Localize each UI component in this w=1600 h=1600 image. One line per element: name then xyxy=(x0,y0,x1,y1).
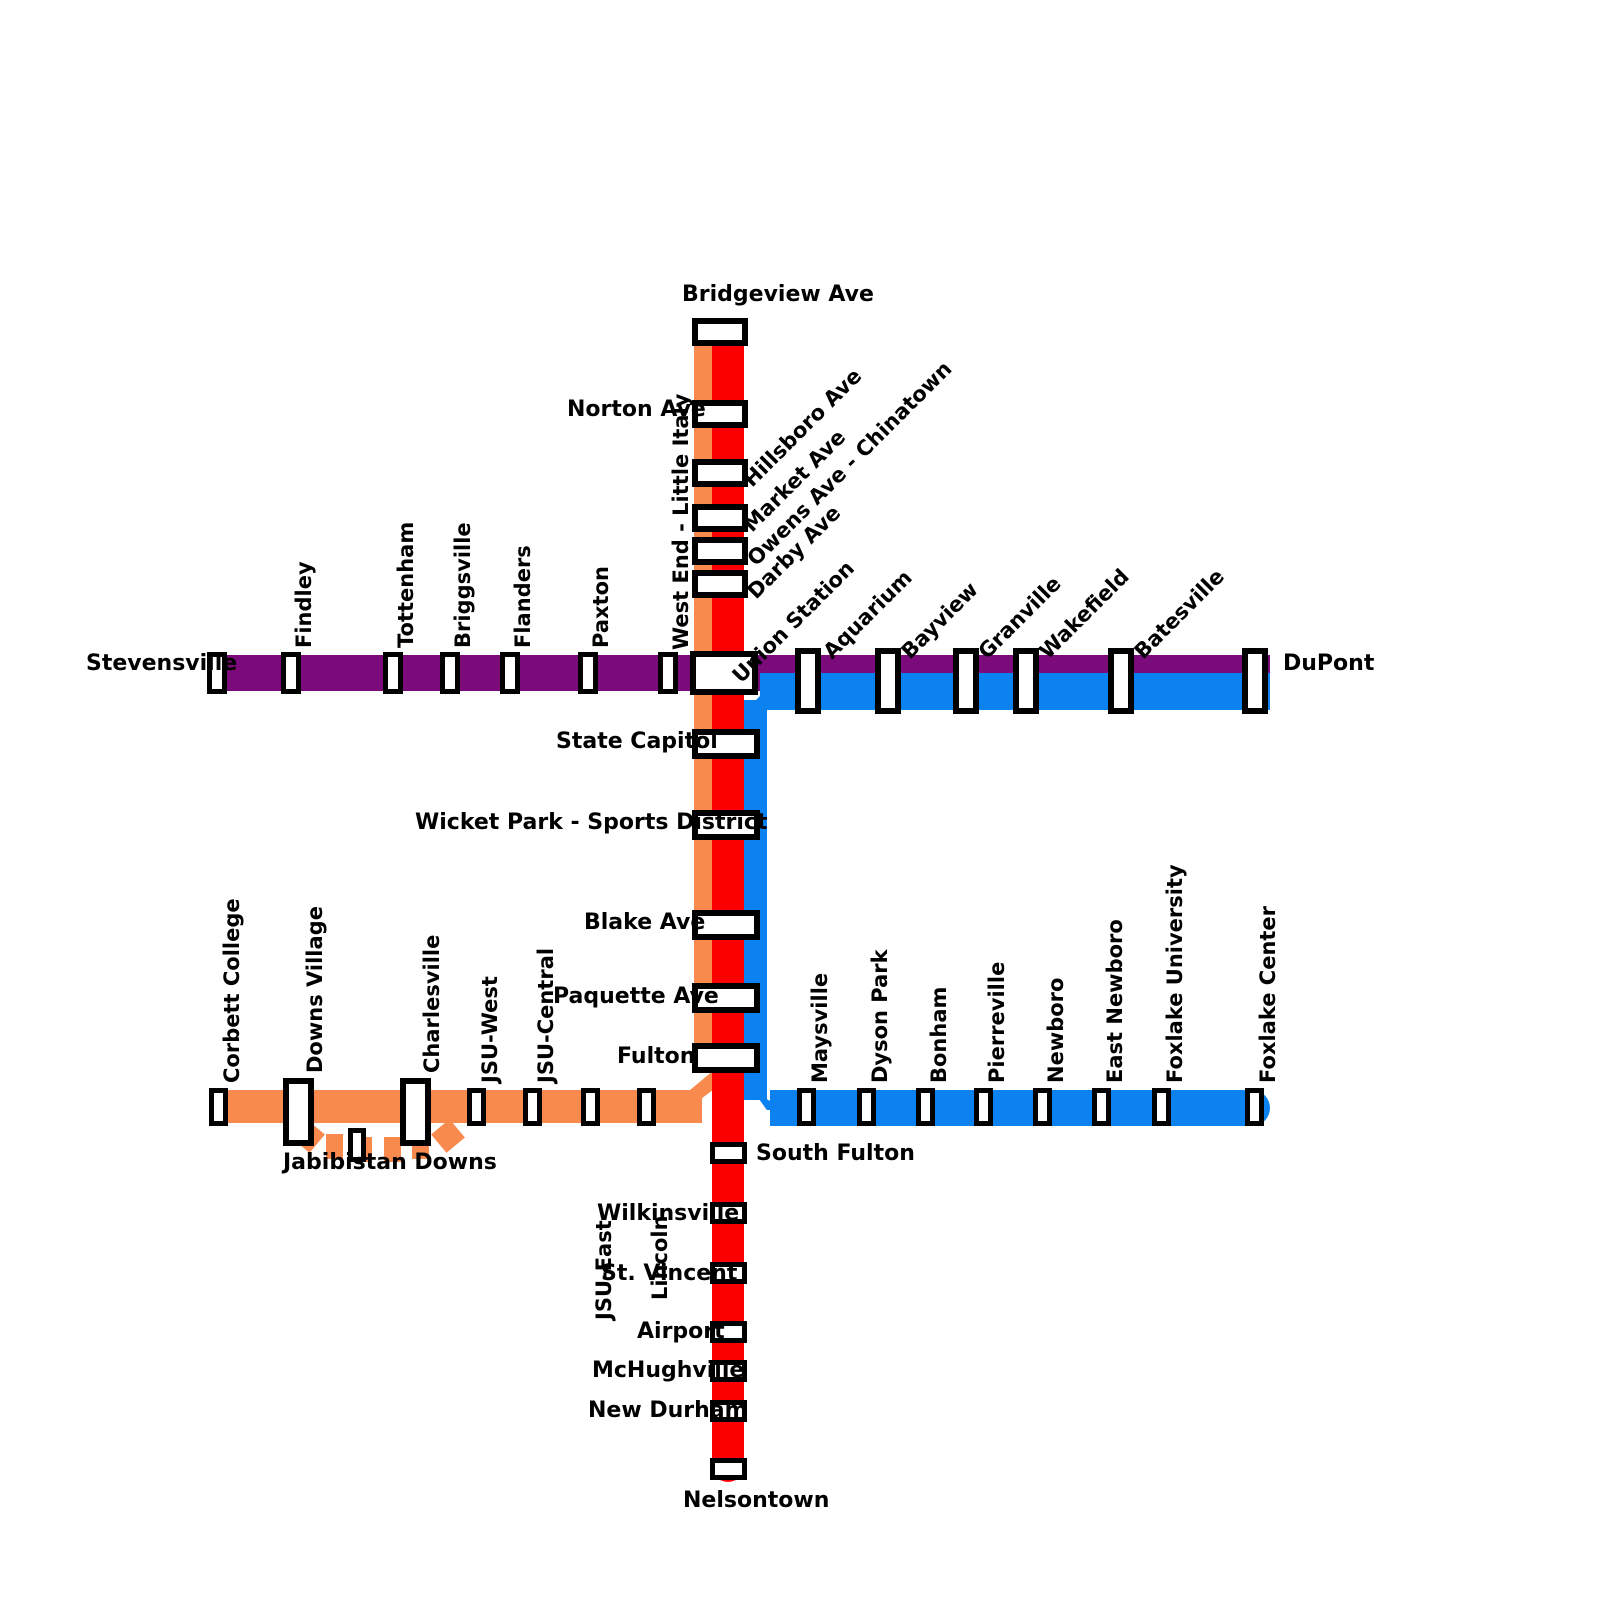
station-jsu-east[interactable] xyxy=(581,1088,600,1126)
label-bonham: Bonham xyxy=(927,986,951,1083)
station-bayview[interactable] xyxy=(875,648,901,714)
label-paquette-ave: Paquette Ave xyxy=(553,984,719,1009)
station-wicket-park-sports-district[interactable] xyxy=(692,810,760,840)
label-st-vincent: St. Vincent xyxy=(601,1261,738,1286)
station-foxlake-university[interactable] xyxy=(1152,1088,1171,1126)
label-tottenham: Tottenham xyxy=(394,521,418,648)
station-blake-ave[interactable] xyxy=(692,910,760,940)
station-norton-ave[interactable] xyxy=(692,400,748,428)
station-tottenham[interactable] xyxy=(383,652,403,694)
label-wilkinsville: Wilkinsville xyxy=(597,1201,740,1226)
label-state-capitol: State Capitol xyxy=(556,729,718,754)
station-lincoln[interactable] xyxy=(637,1088,656,1126)
label-foxlake-center: Foxlake Center xyxy=(1256,905,1280,1083)
label-briggsville: Briggsville xyxy=(451,522,475,648)
station-wakefield[interactable] xyxy=(1013,648,1039,714)
station-briggsville[interactable] xyxy=(440,652,460,694)
station-paxton[interactable] xyxy=(578,652,598,694)
label-charlesville: Charlesville xyxy=(420,934,444,1073)
blue-line-bottom-segment xyxy=(770,1090,1270,1126)
station-charlesville[interactable] xyxy=(400,1078,431,1146)
orange-branch-dash-2 xyxy=(326,1134,343,1159)
label-south-fulton: South Fulton xyxy=(756,1141,915,1166)
label-fulton: Fulton xyxy=(617,1044,696,1069)
station-union-station[interactable] xyxy=(690,651,758,695)
station-aquarium[interactable] xyxy=(795,648,821,714)
label-flanders: Flanders xyxy=(511,545,535,648)
station-hillsboro-ave[interactable] xyxy=(692,459,748,487)
label-jsu-central: JSU-Central xyxy=(534,947,558,1083)
station-jabibistan-downs[interactable] xyxy=(348,1128,366,1162)
label-maysville: Maysville xyxy=(808,972,832,1083)
label-nelsontown: Nelsontown xyxy=(683,1488,830,1513)
label-east-newboro: East Newboro xyxy=(1103,919,1127,1083)
station-east-newboro[interactable] xyxy=(1092,1088,1111,1126)
label-west-end-little-italy: West End - Little Italy xyxy=(669,393,693,651)
label-wicket-park-sports-district: Wicket Park - Sports District xyxy=(415,810,768,835)
station-maysville[interactable] xyxy=(797,1088,816,1126)
station-dyson-park[interactable] xyxy=(857,1088,876,1126)
station-owens-ave-chinatown[interactable] xyxy=(692,537,748,565)
label-blake-ave: Blake Ave xyxy=(584,910,706,935)
station-bonham[interactable] xyxy=(916,1088,935,1126)
station-bridgeview-ave[interactable] xyxy=(692,318,748,346)
station-batesville[interactable] xyxy=(1108,648,1134,714)
station-flanders[interactable] xyxy=(500,652,520,694)
label-paxton: Paxton xyxy=(589,566,613,648)
label-new-durham: New Durham xyxy=(588,1398,748,1423)
orange-branch-dash-6 xyxy=(431,1119,465,1153)
station-foxlake-center[interactable] xyxy=(1245,1088,1264,1126)
station-west-end-little-italy[interactable] xyxy=(658,652,678,694)
label-dyson-park: Dyson Park xyxy=(868,949,892,1083)
station-corbett-college[interactable] xyxy=(209,1088,228,1126)
station-st-vincent[interactable] xyxy=(710,1262,747,1284)
label-pierreville: Pierreville xyxy=(985,961,1009,1083)
station-airport[interactable] xyxy=(710,1321,747,1343)
label-stevensville: Stevensville xyxy=(86,651,238,676)
station-jsu-central[interactable] xyxy=(523,1088,542,1126)
station-granville[interactable] xyxy=(953,648,979,714)
orange-branch-dash-4 xyxy=(384,1137,401,1162)
label-jsu-west: JSU-West xyxy=(478,976,502,1083)
label-batesville: Batesville xyxy=(1129,564,1229,664)
station-state-capitol[interactable] xyxy=(692,729,760,759)
label-foxlake-university: Foxlake University xyxy=(1163,864,1187,1083)
label-bridgeview-ave: Bridgeview Ave xyxy=(682,282,874,307)
station-dupont[interactable] xyxy=(1242,648,1268,714)
label-corbett-college: Corbett College xyxy=(220,898,244,1083)
label-norton-ave: Norton Ave xyxy=(567,397,706,422)
label-findley: Findley xyxy=(292,561,316,648)
station-mchughville[interactable] xyxy=(710,1360,747,1382)
red-line-vertical-segment xyxy=(712,322,744,1482)
label-lincoln: Lincoln xyxy=(648,1215,672,1300)
station-market-ave[interactable] xyxy=(692,504,748,532)
station-findley[interactable] xyxy=(281,652,301,694)
label-dupont: DuPont xyxy=(1283,651,1375,676)
station-wilkinsville[interactable] xyxy=(710,1202,747,1224)
station-nelsontown[interactable] xyxy=(710,1458,747,1480)
station-new-durham[interactable] xyxy=(710,1400,747,1422)
label-downs-village: Downs Village xyxy=(303,906,327,1073)
station-pierreville[interactable] xyxy=(974,1088,993,1126)
station-stevensville[interactable] xyxy=(207,652,227,694)
label-airport: Airport xyxy=(637,1319,725,1344)
label-newboro: Newboro xyxy=(1044,977,1068,1083)
station-downs-village[interactable] xyxy=(283,1078,314,1146)
station-newboro[interactable] xyxy=(1033,1088,1052,1126)
station-fulton[interactable] xyxy=(692,1043,760,1073)
label-mchughville: McHughville xyxy=(592,1358,745,1383)
label-jabibistan-downs: Jabibistan Downs xyxy=(283,1150,497,1175)
station-paquette-ave[interactable] xyxy=(692,983,760,1013)
station-south-fulton[interactable] xyxy=(710,1142,747,1164)
station-darby-ave[interactable] xyxy=(692,570,748,598)
station-jsu-west[interactable] xyxy=(467,1088,486,1126)
